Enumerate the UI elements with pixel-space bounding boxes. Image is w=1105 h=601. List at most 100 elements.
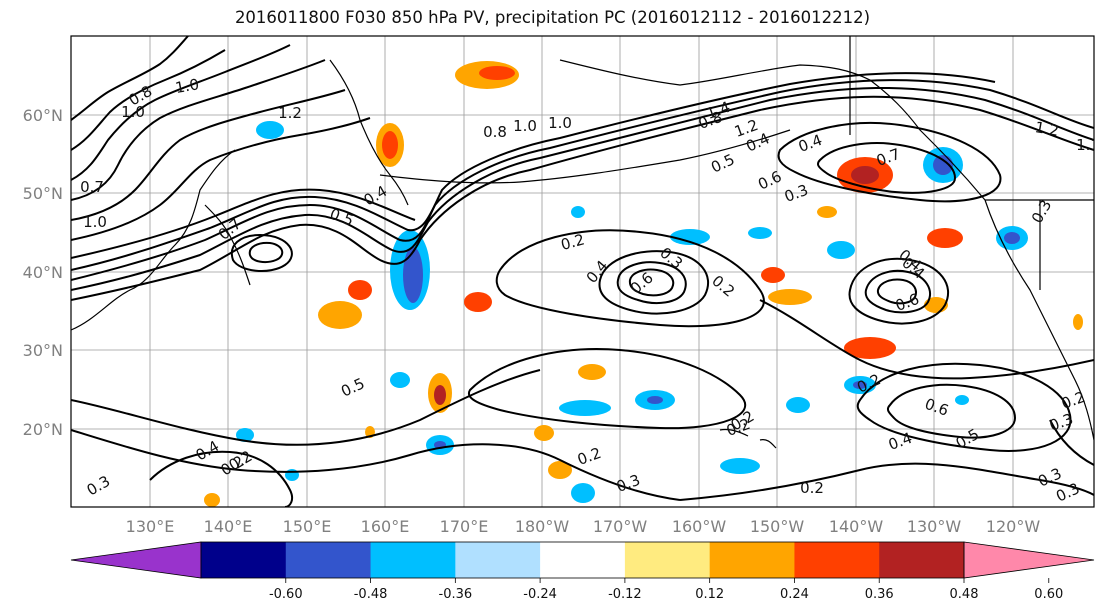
precip-anomaly xyxy=(434,385,446,405)
colorbar-segment xyxy=(285,542,372,578)
precip-anomaly xyxy=(851,166,879,184)
lon-label: 140°E xyxy=(204,517,253,536)
contour-label: 1.0 xyxy=(83,213,107,231)
lon-label: 180°W xyxy=(515,517,570,536)
precip-anomaly xyxy=(955,395,969,405)
pv-contour xyxy=(71,36,189,121)
contour-label: 1.2 xyxy=(278,104,302,122)
precip-anomaly xyxy=(403,247,423,303)
colorbar-extend-low xyxy=(70,541,202,579)
precip-anomaly xyxy=(204,493,220,507)
pv-contour xyxy=(777,122,1002,203)
contour-label: 1.1 xyxy=(1076,136,1100,154)
pv-contours xyxy=(71,36,1094,507)
coast-kamchatka xyxy=(329,59,409,206)
lon-label: 160°E xyxy=(361,517,410,536)
lon-label: 170°E xyxy=(440,517,489,536)
lat-label: 20°N xyxy=(23,420,63,439)
colorbar-tick-label: 0.36 xyxy=(865,587,894,601)
contour-label: 1.0 xyxy=(513,117,537,135)
coast-alaska xyxy=(559,59,986,201)
pv-contour xyxy=(679,462,1094,501)
precip-anomaly xyxy=(748,227,772,239)
pv-contour xyxy=(71,89,346,221)
precip-anomaly xyxy=(670,229,710,245)
colorbar-segment xyxy=(709,542,795,578)
precip-anomaly xyxy=(464,292,492,312)
colorbar: -0.60 -0.48 -0.36 -0.24 -0.12 0.12 0.24 0.36 0.4… xyxy=(70,541,1095,601)
lat-label: 60°N xyxy=(23,106,63,125)
precip-anomaly xyxy=(382,131,398,159)
coast-na-west xyxy=(984,199,1094,441)
coastlines xyxy=(71,36,1094,449)
colorbar-tick-label: 0.48 xyxy=(950,587,979,601)
precip-anomaly xyxy=(578,364,606,380)
pv-contour xyxy=(616,261,687,305)
contour-label: 0.8 xyxy=(483,123,507,141)
pv-contour xyxy=(876,278,917,305)
lon-label: 170°W xyxy=(593,517,648,536)
colorbar-tick-label: -0.60 xyxy=(269,587,303,601)
lon-label: 160°W xyxy=(672,517,727,536)
pv-contour xyxy=(71,188,416,259)
pv-contour xyxy=(71,79,1094,281)
pv-contour xyxy=(495,229,765,328)
precip-anomaly xyxy=(720,458,760,474)
pv-contour xyxy=(759,299,1094,380)
pv-contour xyxy=(1049,419,1094,466)
border-can-us xyxy=(849,36,1094,290)
pv-contour xyxy=(71,117,371,241)
precip-anomaly xyxy=(761,267,785,283)
precip-anomaly xyxy=(853,381,867,389)
lon-label: 140°W xyxy=(829,517,884,536)
coast-hawaii xyxy=(719,428,777,449)
contour-label: 1.0 xyxy=(121,103,145,121)
colorbar-tick-label: 0.12 xyxy=(695,587,724,601)
pv-contour xyxy=(230,233,293,272)
colorbar-tick-label: 0.60 xyxy=(1034,587,1063,601)
pv-contour xyxy=(598,250,710,315)
lon-label: 120°W xyxy=(986,517,1041,536)
map-frame xyxy=(70,35,1095,508)
colorbar-segment xyxy=(624,542,711,578)
lat-label: 50°N xyxy=(23,184,63,203)
pv-contour xyxy=(628,268,675,297)
precip-anomaly xyxy=(1004,232,1020,244)
pv-contour xyxy=(71,72,996,271)
pv-contour xyxy=(71,59,326,201)
colorbar-segment xyxy=(540,542,626,578)
colorbar-extend-high xyxy=(963,541,1095,579)
precip-anomaly xyxy=(236,428,254,442)
pv-contour xyxy=(71,369,541,446)
lon-label: 150°E xyxy=(283,517,332,536)
pv-contour xyxy=(886,383,1017,439)
coast-japan xyxy=(204,204,251,286)
precip-anomaly xyxy=(559,400,611,416)
colorbar-segment xyxy=(201,542,287,578)
longitude-labels: 130°E 140°E 150°E 160°E 170°E 180°W 170°W 160°W… xyxy=(126,517,1041,536)
colorbar-segment xyxy=(794,542,880,578)
colorbar-frame xyxy=(200,541,965,579)
precip-anomaly xyxy=(479,66,515,80)
coast-aleutians xyxy=(379,129,791,184)
pv-contour xyxy=(467,348,747,430)
lat-label: 30°N xyxy=(23,341,63,360)
colorbar-tick-label: -0.24 xyxy=(523,587,557,601)
colorbar-segment xyxy=(455,542,541,578)
colorbar-tick-label: 0.24 xyxy=(780,587,809,601)
precip-anomaly xyxy=(534,425,554,441)
contour-label: 0.2 xyxy=(800,479,824,497)
precip-anomaly xyxy=(647,396,663,404)
precip-anomaly xyxy=(390,372,410,388)
latitude-labels: 60°N 50°N 40°N 30°N 20°N xyxy=(23,106,63,439)
precip-anomaly xyxy=(817,206,837,218)
coast-asia xyxy=(71,149,236,331)
lon-label: 130°W xyxy=(907,517,962,536)
colorbar-tick-label: -0.48 xyxy=(354,587,388,601)
pv-contour xyxy=(864,270,931,314)
colorbar-segment xyxy=(370,542,456,578)
precip-anomaly xyxy=(827,241,855,259)
pv-contour xyxy=(848,257,950,325)
precip-anomaly xyxy=(1073,314,1083,330)
precip-anomaly xyxy=(786,397,810,413)
